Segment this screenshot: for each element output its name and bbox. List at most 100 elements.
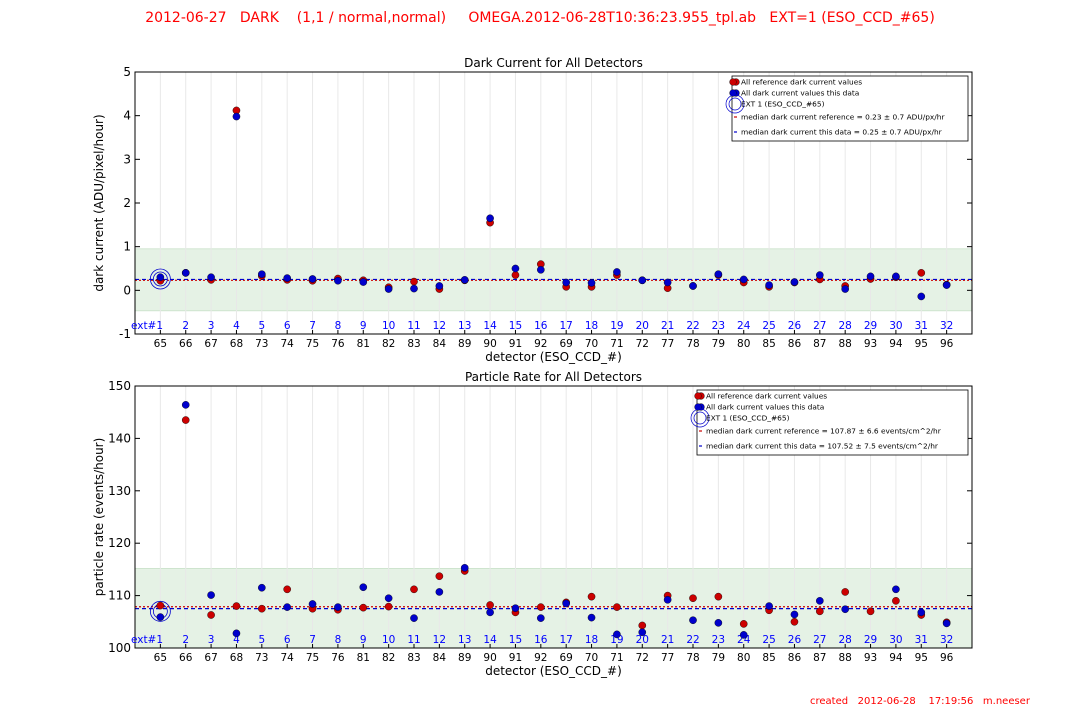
ext-label: 17 [559, 320, 572, 332]
x-tick-label: 69 [559, 652, 572, 664]
ext-label: 11 [407, 320, 420, 332]
ext-label: 18 [585, 634, 598, 646]
x-tick-label: 75 [306, 652, 319, 664]
highlight-ring [152, 271, 168, 287]
current-point [283, 274, 291, 282]
current-point [156, 273, 165, 282]
y-tick-label: 140 [108, 431, 131, 445]
current-point [714, 270, 723, 278]
x-tick-label: 95 [915, 652, 928, 664]
current-point [232, 629, 241, 638]
x-tick-label: 88 [838, 338, 851, 350]
current-point [511, 604, 520, 612]
ext-label: 15 [509, 634, 522, 646]
created-footer: created 2012-06-28 17:19:56 m.neeser [810, 696, 1030, 707]
ext-label: 30 [889, 634, 902, 646]
ext-label: 27 [813, 634, 826, 646]
x-axis-label: detector (ESO_CCD_#) [485, 664, 622, 678]
tolerance-band [134, 568, 973, 649]
x-tick-label: 96 [940, 652, 954, 664]
x-tick-label: 70 [585, 652, 598, 664]
ext-label: 8 [335, 634, 342, 646]
current-point [308, 600, 317, 608]
x-tick-label: 77 [661, 338, 674, 350]
x-tick-label: 94 [889, 338, 903, 350]
y-axis-label: dark current (ADU/pixel/hour) [92, 114, 106, 291]
current-point [258, 583, 266, 592]
current-point [841, 605, 849, 614]
ext-label: 6 [284, 320, 291, 332]
legend-entry: EXT 1 (ESO_CCD_#65) [741, 100, 825, 109]
x-tick-label: 89 [458, 338, 471, 350]
x-tick-label: 80 [737, 338, 750, 350]
current-point [613, 268, 621, 276]
ext-label: 9 [360, 634, 367, 646]
y-tick-label: 0 [123, 283, 131, 297]
current-point [334, 603, 342, 611]
reference-point [359, 603, 368, 612]
current-point [613, 630, 621, 639]
current-point [765, 281, 773, 289]
page-header: 2012-06-27 DARK (1,1 / normal,normal) OM… [145, 10, 935, 26]
ext-label: 26 [788, 320, 802, 332]
x-tick-label: 84 [433, 652, 447, 664]
x-tick-label: 71 [610, 652, 623, 664]
reference-point [207, 611, 215, 619]
current-point [207, 591, 215, 599]
x-tick-label: 76 [331, 338, 345, 350]
current-point [460, 564, 469, 572]
current-point [638, 628, 647, 637]
current-point [587, 279, 596, 287]
current-point [384, 594, 393, 603]
current-point [689, 616, 697, 625]
x-tick-label: 81 [357, 338, 370, 350]
reference-point [410, 585, 418, 594]
current-point [587, 613, 596, 622]
current-point [308, 275, 317, 283]
reference-point [511, 271, 520, 279]
reference-point [384, 602, 393, 611]
x-tick-label: 87 [813, 652, 826, 664]
ext-label: 12 [433, 320, 446, 332]
ext-label: 9 [360, 320, 367, 332]
x-tick-label: 66 [179, 652, 193, 664]
ext-label: 22 [686, 634, 699, 646]
x-tick-label: 68 [230, 338, 243, 350]
chart-legend: All reference dark current values All dar… [725, 75, 969, 142]
x-tick-label: 70 [585, 338, 598, 350]
current-point [181, 401, 190, 409]
ext-label: 2 [182, 320, 189, 332]
plot-frame [134, 385, 973, 649]
x-tick-label: 93 [864, 652, 877, 664]
x-tick-label: 92 [534, 338, 547, 350]
current-point [181, 269, 190, 277]
chart-legend: All reference dark current values All dar… [690, 389, 969, 456]
x-tick-label: 79 [712, 652, 725, 664]
x-tick-label: 90 [483, 338, 496, 350]
x-tick-label: 90 [483, 652, 496, 664]
y-tick-label: 110 [108, 589, 131, 603]
reference-point [689, 594, 697, 603]
current-point [562, 278, 570, 287]
ext-label: 11 [407, 634, 420, 646]
x-tick-label: 76 [331, 652, 345, 664]
chart-panel-1: Dark Current for All Detectors-1012345da… [92, 56, 973, 364]
ext-label: 19 [610, 320, 623, 332]
y-tick-label: 5 [123, 65, 131, 79]
x-tick-label: 67 [204, 338, 217, 350]
current-point [435, 588, 444, 596]
x-tick-label: 74 [280, 652, 294, 664]
x-axis-label: detector (ESO_CCD_#) [485, 350, 622, 364]
reference-point [435, 572, 444, 581]
y-tick-label: 1 [123, 240, 131, 254]
x-tick-label: 86 [788, 652, 802, 664]
ext-label: 10 [382, 634, 395, 646]
current-point [841, 285, 849, 293]
current-point [739, 631, 748, 639]
ext-label: 5 [258, 634, 265, 646]
current-point [537, 614, 545, 622]
y-tick-label: 3 [123, 152, 131, 166]
ext-label: 29 [864, 634, 877, 646]
current-point [359, 278, 368, 286]
